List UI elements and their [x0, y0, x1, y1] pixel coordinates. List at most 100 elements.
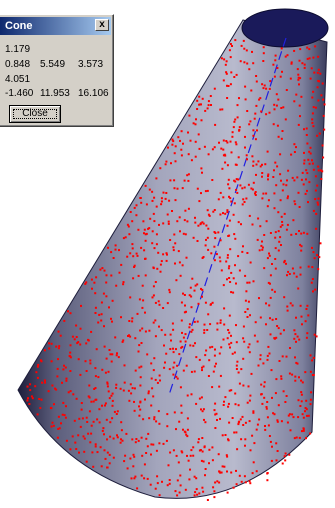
surface-point: [141, 306, 144, 309]
surface-point: [205, 238, 207, 241]
close-button[interactable]: Close: [9, 105, 61, 123]
surface-point: [202, 460, 205, 463]
surface-point: [110, 360, 113, 363]
surface-point: [95, 348, 98, 351]
surface-point: [88, 410, 91, 413]
surface-point: [154, 319, 157, 322]
surface-point: [316, 134, 319, 137]
surface-point: [218, 141, 220, 144]
surface-point: [143, 477, 146, 480]
surface-point: [105, 295, 108, 298]
surface-point: [181, 264, 184, 267]
surface-point: [111, 399, 114, 402]
surface-point: [312, 209, 315, 212]
surface-point: [120, 421, 123, 424]
surface-point: [81, 417, 84, 420]
surface-point: [115, 284, 118, 287]
surface-point: [174, 262, 176, 265]
surface-point: [122, 339, 125, 342]
surface-point: [280, 215, 283, 218]
surface-point: [162, 253, 165, 256]
surface-point: [201, 288, 204, 291]
surface-point: [111, 392, 114, 395]
surface-point: [300, 400, 303, 403]
surface-point: [315, 212, 318, 215]
surface-point: [276, 419, 279, 422]
surface-point: [306, 332, 309, 335]
surface-point: [319, 242, 322, 245]
surface-point: [295, 233, 298, 235]
surface-point: [226, 211, 229, 214]
surface-point: [223, 465, 226, 468]
surface-point: [215, 253, 218, 256]
surface-point: [317, 197, 320, 200]
surface-point: [106, 385, 109, 388]
surface-point: [227, 85, 230, 87]
surface-point: [235, 483, 238, 486]
surface-point: [239, 184, 242, 187]
surface-point: [299, 405, 302, 407]
surface-point: [295, 93, 298, 96]
surface-point: [86, 421, 89, 423]
surface-point: [55, 345, 58, 348]
surface-point: [63, 364, 65, 367]
surface-point: [261, 175, 263, 178]
surface-point: [202, 490, 205, 493]
surface-point: [280, 137, 283, 140]
surface-point: [198, 397, 201, 400]
surface-point: [220, 269, 223, 272]
surface-point: [103, 269, 106, 272]
close-x-icon[interactable]: x: [95, 19, 109, 31]
surface-point: [118, 249, 120, 252]
surface-point: [304, 371, 307, 374]
surface-point: [317, 79, 320, 82]
surface-point: [229, 140, 232, 143]
surface-point: [293, 329, 296, 332]
surface-point: [175, 454, 178, 457]
surface-point: [155, 449, 158, 452]
surface-point: [287, 414, 290, 417]
surface-point: [196, 283, 199, 286]
surface-point: [305, 399, 308, 402]
surface-point: [271, 396, 273, 399]
dialog-titlebar[interactable]: Cone x: [0, 17, 111, 35]
surface-point: [225, 71, 228, 74]
surface-point: [200, 396, 203, 399]
surface-point: [140, 342, 143, 344]
surface-point: [263, 267, 266, 270]
surface-point: [265, 220, 268, 223]
surface-point: [194, 342, 196, 345]
surface-point: [293, 49, 296, 52]
surface-point: [79, 343, 82, 346]
surface-point: [200, 408, 202, 411]
surface-point: [252, 461, 255, 464]
surface-point: [277, 327, 280, 330]
surface-point: [220, 471, 223, 474]
surface-point: [69, 312, 72, 315]
surface-point: [189, 139, 192, 142]
surface-point: [107, 370, 110, 373]
surface-point: [277, 135, 280, 138]
surface-point: [84, 360, 87, 363]
surface-point: [199, 103, 202, 106]
surface-point: [302, 416, 305, 419]
surface-point: [94, 292, 97, 295]
surface-point: [297, 416, 300, 419]
surface-point: [73, 338, 76, 341]
surface-point: [323, 128, 326, 131]
surface-point: [230, 341, 233, 344]
surface-point: [213, 496, 216, 499]
surface-point: [121, 340, 124, 343]
surface-point: [103, 345, 106, 348]
surface-point: [91, 451, 94, 454]
surface-point: [222, 139, 225, 142]
surface-point: [305, 127, 308, 130]
surface-point: [186, 428, 189, 431]
surface-point: [69, 351, 72, 354]
surface-point: [123, 364, 126, 367]
surface-point: [267, 345, 270, 348]
surface-point: [264, 428, 267, 431]
surface-point: [139, 384, 142, 387]
surface-point: [237, 221, 240, 224]
